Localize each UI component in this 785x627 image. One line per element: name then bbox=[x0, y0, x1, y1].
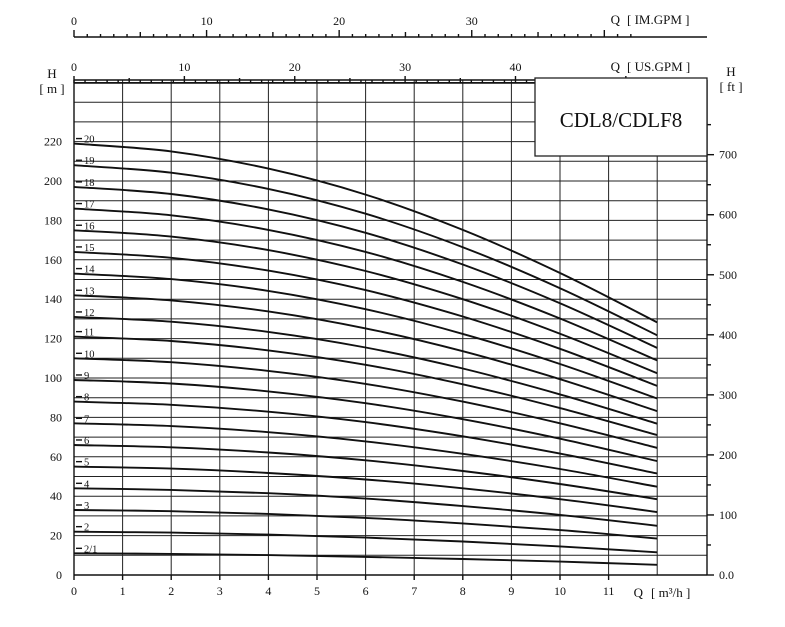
top-us-axis-unit: [ US.GPM ] bbox=[627, 59, 690, 74]
stage-label-17: 17 bbox=[84, 200, 95, 211]
top-im-axis-unit: [ IM.GPM ] bbox=[627, 12, 689, 27]
y-left-tick-label: 220 bbox=[44, 135, 62, 149]
bottom-axis-unit: [ m³/h ] bbox=[651, 585, 690, 600]
stage-label-12: 12 bbox=[84, 308, 95, 319]
top-us-tick-label: 0 bbox=[71, 60, 77, 74]
x-tick-label: 4 bbox=[265, 584, 271, 598]
stage-label-5: 5 bbox=[84, 458, 89, 469]
curve-stage-4 bbox=[73, 487, 658, 527]
top-us-tick-label: 30 bbox=[399, 60, 411, 74]
left-axis-unit: [ m ] bbox=[39, 81, 64, 96]
curve-stage-2 bbox=[73, 530, 658, 554]
x-tick-label: 3 bbox=[217, 584, 223, 598]
left-axis-label: H bbox=[47, 66, 56, 81]
curve-stage-19 bbox=[73, 164, 658, 337]
chart-title: CDL8/CDLF8 bbox=[560, 108, 683, 132]
stage-label-8: 8 bbox=[84, 393, 89, 404]
stage-label-16: 16 bbox=[84, 221, 95, 232]
y-right-tick-label: 700 bbox=[719, 148, 737, 162]
curve-stage-5 bbox=[73, 465, 658, 513]
curve-stage-3 bbox=[73, 509, 658, 540]
curve-stage-20 bbox=[73, 142, 658, 324]
y-right-tick-label: 400 bbox=[719, 328, 737, 342]
top-im-axis-label: Q bbox=[611, 12, 621, 27]
performance-curves: 2/1 2 3 4 5 6 7 8 9 10 11 12 13 14 15 16 17 18 19 20 bbox=[73, 135, 658, 566]
curve-stage-16 bbox=[73, 229, 658, 375]
x-tick-label: 8 bbox=[460, 584, 466, 598]
stage-label-9: 9 bbox=[84, 371, 89, 382]
right-axis-label: H bbox=[726, 64, 735, 79]
stage-label-2-1: 2/1 bbox=[84, 544, 97, 555]
stage-label-7: 7 bbox=[84, 414, 89, 425]
curve-stage-13 bbox=[73, 294, 658, 413]
curve-stage-9 bbox=[73, 379, 658, 463]
y-left-tick-label: 0 bbox=[56, 568, 62, 582]
y-right-tick-label: 0.0 bbox=[719, 568, 734, 582]
y-left-tick-label: 80 bbox=[50, 410, 62, 424]
top-us-tick-label: 40 bbox=[509, 60, 521, 74]
x-tick-label: 2 bbox=[168, 584, 174, 598]
right-axis-unit: [ ft ] bbox=[719, 79, 742, 94]
curve-stage-8 bbox=[73, 400, 658, 475]
x-tick-label: 1 bbox=[120, 584, 126, 598]
curve-stage-18 bbox=[73, 185, 658, 349]
y-right-tick-label: 100 bbox=[719, 508, 737, 522]
curve-stage-12 bbox=[73, 315, 658, 425]
top-us-tick-label: 10 bbox=[178, 60, 190, 74]
top-im-tick-label: 0 bbox=[71, 14, 77, 28]
curve-stage-14 bbox=[73, 272, 658, 400]
y-left-tick-label: 200 bbox=[44, 174, 62, 188]
curve-stage-2-1 bbox=[73, 552, 658, 566]
bottom-axis-label: Q bbox=[634, 585, 644, 600]
top-us-tick-label: 20 bbox=[289, 60, 301, 74]
y-left-tick-label: 40 bbox=[50, 489, 62, 503]
x-tick-label: 10 bbox=[554, 584, 566, 598]
stage-label-11: 11 bbox=[84, 328, 94, 339]
top-us-axis-label: Q bbox=[611, 59, 621, 74]
x-tick-label: 5 bbox=[314, 584, 320, 598]
stage-label-18: 18 bbox=[84, 178, 95, 189]
top-im-tick-label: 10 bbox=[201, 14, 213, 28]
axis-labels: H [ m ] H [ ft ] Q [ m³/h ] Q [ IM.GPM ]… bbox=[39, 12, 742, 600]
x-tick-label: 9 bbox=[508, 584, 514, 598]
y-right-tick-label: 200 bbox=[719, 448, 737, 462]
stage-label-13: 13 bbox=[84, 286, 95, 297]
stage-label-2: 2 bbox=[84, 523, 89, 534]
stage-label-6: 6 bbox=[84, 436, 89, 447]
grid bbox=[74, 80, 707, 575]
stage-label-19: 19 bbox=[84, 156, 95, 167]
axes: 0 1 2 3 4 5 6 7 8 9 10 1102040608010012014016018020… bbox=[44, 14, 737, 598]
top-im-tick-label: 30 bbox=[466, 14, 478, 28]
y-right-tick-label: 600 bbox=[719, 208, 737, 222]
y-left-tick-label: 180 bbox=[44, 213, 62, 227]
y-left-tick-label: 160 bbox=[44, 253, 62, 267]
title-box: CDL8/CDLF8 bbox=[534, 77, 708, 157]
y-left-tick-label: 120 bbox=[44, 332, 62, 346]
stage-label-3: 3 bbox=[84, 501, 89, 512]
y-left-tick-label: 100 bbox=[44, 371, 62, 385]
curve-stage-7 bbox=[73, 422, 658, 488]
stage-label-10: 10 bbox=[84, 349, 95, 360]
x-tick-label: 7 bbox=[411, 584, 417, 598]
stage-label-14: 14 bbox=[84, 265, 95, 276]
curve-stage-11 bbox=[73, 335, 658, 437]
top-im-tick-label: 20 bbox=[333, 14, 345, 28]
x-tick-label: 6 bbox=[363, 584, 369, 598]
y-right-tick-label: 500 bbox=[719, 268, 737, 282]
x-tick-label: 0 bbox=[71, 584, 77, 598]
y-left-tick-label: 140 bbox=[44, 292, 62, 306]
y-left-tick-label: 20 bbox=[50, 529, 62, 543]
curve-stage-6 bbox=[73, 444, 658, 501]
stage-label-20: 20 bbox=[84, 135, 95, 146]
stage-label-4: 4 bbox=[84, 479, 90, 490]
curve-stage-15 bbox=[73, 250, 658, 387]
curve-stage-10 bbox=[73, 357, 658, 449]
curve-stage-17 bbox=[73, 207, 658, 362]
y-left-tick-label: 60 bbox=[50, 450, 62, 464]
x-tick-label: 11 bbox=[603, 584, 615, 598]
y-right-tick-label: 300 bbox=[719, 388, 737, 402]
stage-label-15: 15 bbox=[84, 243, 95, 254]
